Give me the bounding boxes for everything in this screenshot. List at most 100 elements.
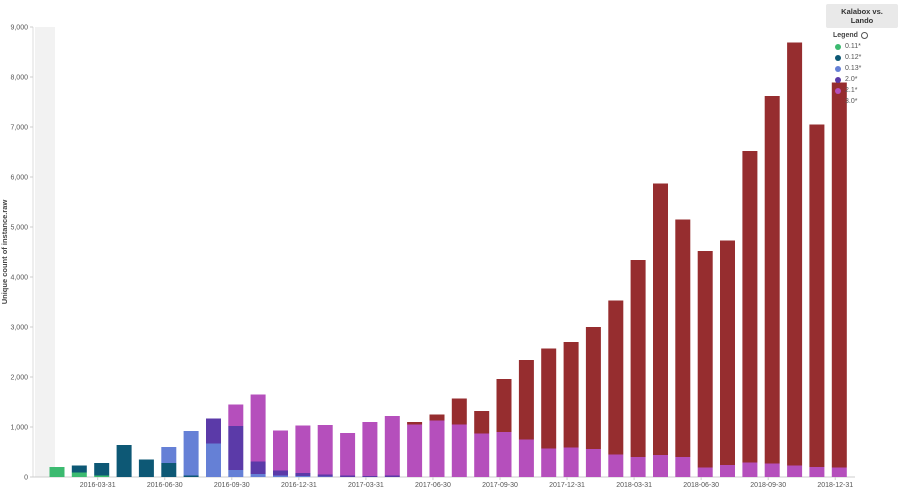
bar-segment[interactable] (228, 404, 244, 427)
bar-segment[interactable] (630, 260, 646, 457)
y-tick-label: 4,000 (10, 275, 28, 282)
bar-segment[interactable] (720, 465, 735, 477)
bar-segment[interactable] (250, 394, 266, 462)
y-tick-label: 6,000 (10, 175, 28, 182)
bar-segment[interactable] (161, 463, 177, 477)
bar-segment[interactable] (183, 431, 199, 476)
bar-segment[interactable] (384, 475, 400, 478)
bar-segment[interactable] (273, 470, 288, 476)
bar-segment[interactable] (831, 467, 847, 478)
bar-segment[interactable] (764, 463, 780, 478)
bar-segment[interactable] (206, 418, 221, 444)
bar-segment[interactable] (71, 465, 87, 473)
bar-segment[interactable] (764, 96, 780, 464)
bar-segment[interactable] (697, 467, 713, 478)
bar-segment[interactable] (742, 462, 758, 478)
legend-item[interactable]: 2.0* (826, 76, 898, 83)
bar-segment[interactable] (317, 476, 333, 478)
legend-settings-icon[interactable] (860, 32, 868, 39)
legend-item[interactable]: 0.11* (826, 43, 898, 50)
legend-swatch-icon (835, 54, 841, 61)
bar-segment[interactable] (720, 240, 735, 466)
bar-segment[interactable] (161, 447, 177, 463)
bar-segment[interactable] (675, 457, 691, 477)
bar-segment[interactable] (317, 474, 333, 477)
bar-segment[interactable] (474, 433, 490, 478)
bar-segment[interactable] (384, 416, 400, 476)
bar-segment[interactable] (429, 420, 445, 478)
bar-segment[interactable] (585, 449, 601, 477)
bars[interactable] (49, 42, 847, 478)
legend-header[interactable]: Legend (826, 32, 898, 39)
bar-segment[interactable] (831, 82, 847, 468)
bar-segment[interactable] (451, 398, 467, 425)
bar-segment[interactable] (317, 425, 333, 475)
bar-segment[interactable] (563, 447, 579, 478)
x-tick-label: 2016-12-31 (281, 482, 317, 489)
legend: Kalabox vs. Lando Legend 0.11* 0.12* 0.13*… (826, 4, 898, 105)
bar-segment[interactable] (518, 439, 534, 478)
bar-segment[interactable] (206, 443, 221, 478)
bar-segment[interactable] (94, 463, 110, 476)
bar-segment[interactable] (809, 467, 825, 477)
x-tick-label: 2018-12-31 (817, 482, 853, 489)
bar-segment[interactable] (653, 455, 668, 477)
legend-item[interactable]: 3.0* (826, 98, 898, 105)
bar-segment[interactable] (138, 459, 154, 478)
bar-segment[interactable] (362, 476, 378, 477)
bar-segment[interactable] (49, 467, 65, 477)
bar-segment[interactable] (228, 470, 244, 477)
bar-segment[interactable] (675, 219, 691, 458)
bar-segment[interactable] (250, 461, 266, 475)
legend-swatch-icon (835, 76, 841, 83)
bar-segment[interactable] (608, 454, 624, 478)
bar-segment[interactable] (429, 414, 445, 421)
y-tick-label: 1,000 (10, 425, 28, 432)
bar-segment[interactable] (541, 348, 557, 449)
x-axis: 2016-03-31 2016-06-30 2016-09-30 2016-12-31… (33, 476, 855, 489)
first-bar-highlight-band (35, 27, 55, 477)
bar-segment[interactable] (273, 430, 288, 471)
bar-segment[interactable] (250, 474, 266, 477)
bar-segment[interactable] (697, 251, 713, 468)
bar-segment[interactable] (71, 472, 87, 478)
bar-segment[interactable] (116, 445, 132, 477)
x-tick-label: 2016-03-31 (80, 482, 116, 489)
legend-swatch-icon (835, 43, 841, 50)
bar-segment[interactable] (273, 475, 288, 478)
bar-segment[interactable] (295, 476, 311, 477)
legend-item[interactable]: 0.13* (826, 65, 898, 72)
bar-segment[interactable] (407, 424, 423, 478)
bar-segment[interactable] (496, 432, 512, 477)
x-tick-label: 2016-09-30 (214, 482, 250, 489)
bar-segment[interactable] (407, 422, 423, 425)
bar-segment[interactable] (183, 475, 199, 478)
bar-segment[interactable] (809, 124, 825, 468)
bar-segment[interactable] (585, 327, 601, 449)
bar-segment[interactable] (362, 422, 378, 476)
bar-segment[interactable] (630, 457, 646, 477)
legend-swatch-icon (835, 65, 841, 72)
bar-segment[interactable] (608, 300, 624, 455)
bar-segment[interactable] (451, 424, 467, 478)
bar-segment[interactable] (653, 183, 668, 456)
bar-segment[interactable] (295, 473, 311, 476)
bar-segment[interactable] (340, 475, 356, 478)
bar-segment[interactable] (228, 426, 244, 470)
y-tick-label: 7,000 (10, 125, 28, 132)
bar-segment[interactable] (787, 465, 803, 478)
bar-segment[interactable] (295, 425, 311, 474)
bar-segment[interactable] (474, 411, 490, 434)
legend-item[interactable]: 0.12* (826, 54, 898, 61)
chart-title: Kalabox vs. Lando (826, 4, 898, 28)
bar-segment[interactable] (541, 448, 557, 478)
bar-segment[interactable] (742, 151, 758, 463)
bar-segment[interactable] (563, 342, 579, 448)
bar-segment[interactable] (787, 42, 803, 466)
bar-segment[interactable] (94, 475, 110, 478)
bar-segment[interactable] (496, 379, 512, 432)
bar-segment[interactable] (340, 433, 356, 476)
bar-segment[interactable] (518, 360, 534, 440)
y-tick-label: 5,000 (10, 225, 28, 232)
legend-item[interactable]: 2.1* (826, 87, 898, 94)
